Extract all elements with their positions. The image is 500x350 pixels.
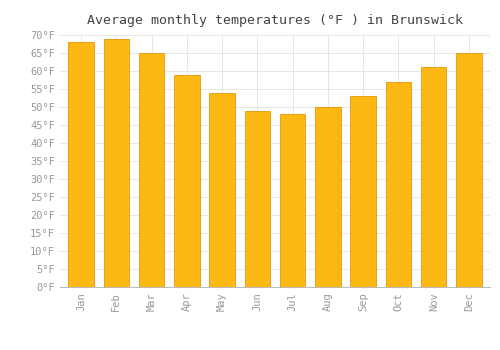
Bar bbox=[421, 68, 446, 287]
Bar bbox=[244, 111, 270, 287]
Bar bbox=[104, 38, 129, 287]
Bar bbox=[280, 114, 305, 287]
Bar bbox=[456, 53, 481, 287]
Bar bbox=[139, 53, 164, 287]
Bar bbox=[315, 107, 340, 287]
Bar bbox=[350, 96, 376, 287]
Bar bbox=[174, 75, 200, 287]
Bar bbox=[210, 93, 235, 287]
Bar bbox=[386, 82, 411, 287]
Title: Average monthly temperatures (°F ) in Brunswick: Average monthly temperatures (°F ) in Br… bbox=[87, 14, 463, 27]
Bar bbox=[68, 42, 94, 287]
